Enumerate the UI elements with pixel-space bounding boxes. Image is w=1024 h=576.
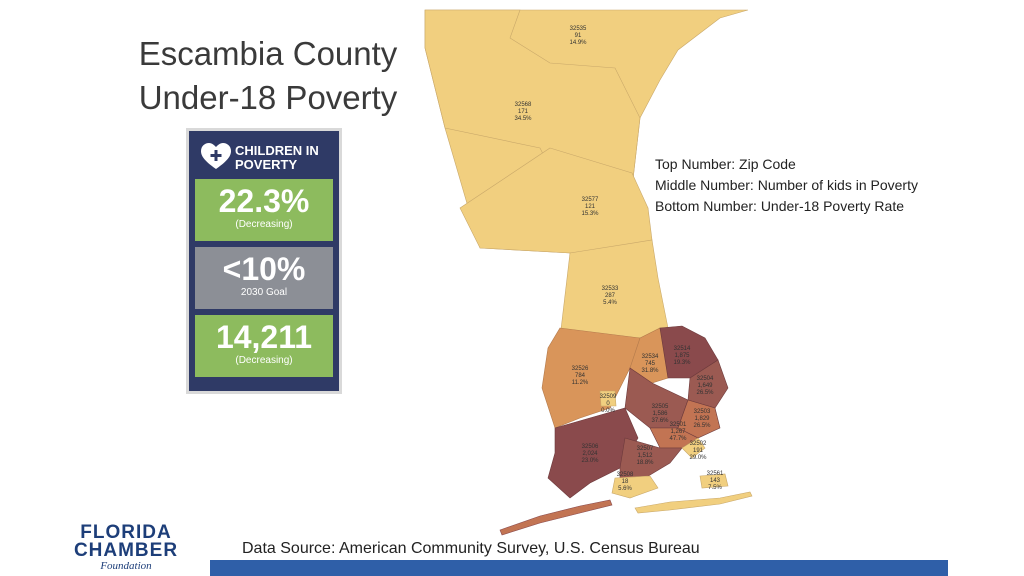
zip-region-32534 — [629, 327, 669, 384]
stat-value: <10% — [222, 251, 306, 287]
zip-label-32568: 32568 171 34.5% — [514, 102, 532, 122]
zip-label-32509: 32509 0 0.0% — [600, 394, 617, 414]
zip-label-32577: 32577 121 15.3% — [581, 197, 599, 217]
logo-line1: FLORIDA — [80, 522, 172, 543]
zip-label-32502: 32502 191 29.0% — [689, 441, 707, 461]
legend-top: Top Number: Zip Code — [655, 156, 796, 172]
stat-value: 14,211 — [215, 319, 313, 355]
zip-label-32501: 32501 1,267 47.7% — [669, 422, 687, 442]
zip-region-32508 — [611, 475, 659, 499]
legend-bottom: Bottom Number: Under-18 Poverty Rate — [655, 198, 904, 214]
stat-sub: (Decreasing) — [235, 355, 293, 366]
zip-label-32535: 32535 91 14.9% — [569, 26, 587, 46]
zip-label-32534: 32534 745 31.8% — [641, 354, 659, 374]
zip-label-32507: 32507 1,512 18.8% — [636, 446, 654, 466]
footer-bar — [210, 560, 948, 576]
perdido-key-strip — [499, 499, 613, 536]
stat-sub: (Decreasing) — [235, 219, 293, 230]
zip-region-32509 — [599, 390, 617, 407]
escambia-zip-map: 32535 91 14.9% 32568 171 34.5% 32577 121 15.3% 32… — [424, 9, 753, 536]
florida-chamber-logo: FLORIDA CHAMBER Foundation — [62, 522, 190, 572]
stat-count: 14,211 (Decreasing) — [195, 315, 333, 377]
panel-label: CHILDREN IN POVERTY — [235, 143, 319, 172]
page-title-line2: Under-18 Poverty — [138, 79, 398, 116]
heart-plus-icon — [201, 143, 231, 169]
zip-region-32507 — [619, 437, 683, 479]
stat-goal: <10% 2030 Goal — [195, 247, 333, 309]
children-in-poverty-panel: CHILDREN IN POVERTY 22.3% (Decreasing) <… — [186, 128, 342, 394]
barrier-island-strip — [634, 491, 753, 514]
zip-region-32561 — [699, 473, 729, 489]
legend-middle: Middle Number: Number of kids in Poverty — [655, 177, 918, 193]
logo-line2: CHAMBER — [73, 540, 179, 561]
zip-label-32561: 32561 143 7.5% — [707, 471, 724, 491]
panel-header: CHILDREN IN POVERTY — [201, 141, 337, 175]
map-legend: Top Number: Zip Code Middle Number: Numb… — [655, 154, 918, 217]
zip-region-32503 — [677, 399, 721, 439]
zip-label-32503: 32503 1,829 26.5% — [693, 409, 711, 429]
data-source: Data Source: American Community Survey, … — [242, 540, 700, 557]
zip-label-32526: 32526 784 11.2% — [572, 366, 589, 386]
zip-region-32506 — [547, 407, 639, 499]
stat-value: 22.3% — [218, 183, 310, 219]
page-title-line1: Escambia County — [138, 35, 398, 72]
zip-label-32508: 32508 18 5.6% — [617, 472, 634, 492]
zip-label-32506: 32506 2,024 23.0% — [581, 444, 599, 464]
zip-label-32505: 32505 1,586 37.6% — [651, 404, 669, 424]
zip-label-32533: 32533 287 5.4% — [602, 286, 619, 306]
zip-label-32504: 32504 1,649 26.5% — [696, 376, 714, 396]
logo-line3: Foundation — [100, 560, 152, 572]
stat-sub: 2030 Goal — [240, 287, 288, 298]
stat-current-rate: 22.3% (Decreasing) — [195, 179, 333, 241]
zip-region-32504 — [687, 359, 729, 409]
zip-label-32514: 32514 1,875 19.3% — [673, 346, 691, 366]
zip-region-32502 — [681, 437, 706, 459]
